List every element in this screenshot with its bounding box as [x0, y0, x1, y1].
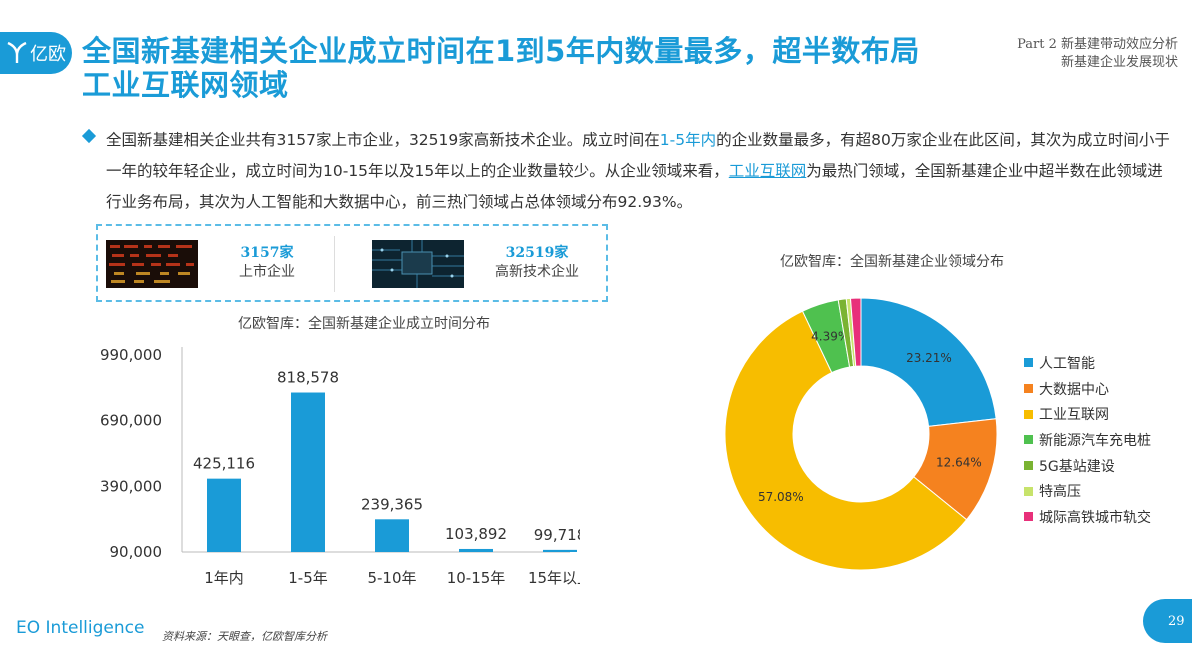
bar — [207, 478, 241, 552]
page-number: 29 — [1143, 599, 1192, 643]
footer-brand: EO Intelligence — [16, 618, 145, 638]
y-tick-label: 390,000 — [100, 477, 162, 495]
bar-value-label: 425,116 — [193, 455, 255, 473]
y-tick-label: 690,000 — [100, 412, 162, 430]
bar-chart: 990,000 690,000 390,000 90,000 425,116 1年内 818… — [100, 346, 580, 587]
donut-slice — [860, 297, 997, 427]
page-title: 全国新基建相关企业成立时间在1到5年内数量最多，超半数布局工业互联网领域 — [82, 34, 920, 102]
legend-label: 人工智能 — [1039, 355, 1095, 372]
stat-hightech: 32519家 高新技术企业 — [482, 244, 592, 282]
logo-mark-icon — [7, 41, 27, 63]
slice-label: 23.21% — [906, 351, 952, 365]
x-tick-label: 1年内 — [204, 569, 244, 587]
y-tick-label: 990,000 — [100, 346, 162, 364]
y-tick-label: 90,000 — [110, 543, 163, 561]
legend-item: 大数据中心 — [1024, 376, 1151, 402]
section-subtitle: 新基建企业发展现状 — [1060, 55, 1178, 70]
stat-divider — [334, 236, 335, 292]
legend-label: 工业互联网 — [1039, 407, 1109, 424]
donut-legend: 人工智能大数据中心工业互联网新能源汽车充电桩 5G基站建设 特高压城际高铁城市轨交 — [1024, 350, 1151, 530]
paragraph-text-1: 全国新基建相关企业共有3157家上市企业，32519家高新技术企业。成立时间在 — [106, 131, 660, 149]
x-tick-label: 5-10年 — [367, 569, 416, 587]
legend-label: 大数据中心 — [1039, 381, 1109, 398]
bar — [543, 549, 577, 552]
slice-label: 4.39% — [811, 330, 849, 344]
bar-chart-title: 亿欧智库：全国新基建企业成立时间分布 — [238, 316, 490, 332]
section-part: Part 2 新基建带动效应分析 — [1017, 37, 1178, 52]
bar — [291, 392, 325, 552]
stat-listed-label: 上市企业 — [239, 264, 295, 280]
donut-slice — [849, 297, 862, 367]
legend-swatch — [1024, 358, 1033, 368]
bar-value-label: 239,365 — [361, 495, 423, 513]
donut-chart-title: 亿欧智库：全国新基建企业领域分布 — [780, 254, 1004, 270]
x-tick-label: 10-15年 — [447, 569, 506, 587]
circuit-board-image — [372, 240, 464, 288]
legend-swatch — [1024, 409, 1033, 419]
logo-text: 亿欧 — [30, 44, 66, 65]
legend-label: 新能源汽车充电桩 — [1039, 432, 1151, 449]
legend-swatch — [1024, 512, 1033, 522]
bar-value-label: 103,892 — [445, 525, 507, 543]
highlight-1-5-years: 1-5年内 — [659, 131, 717, 149]
legend-item: 5G基站建设 — [1024, 453, 1151, 479]
paragraph-text-2: 的企业数量最多，有超80万家企业在此区间，其次为成立时间小于一年的较年轻企业，成… — [106, 131, 1170, 180]
logo: 亿欧 — [0, 32, 72, 74]
bar-value-label: 818,578 — [277, 369, 339, 387]
x-tick-label: 1-5年 — [288, 569, 328, 587]
slice-label: 12.64% — [936, 456, 982, 470]
legend-item: 人工智能 — [1024, 350, 1151, 376]
donut-chart: 23.21% 12.64% 57.08% 4.39% — [724, 297, 998, 571]
legend-swatch — [1024, 486, 1033, 496]
legend-swatch — [1024, 435, 1033, 445]
section-label: Part 2 新基建带动效应分析 新基建企业发展现状 — [1017, 36, 1178, 72]
slice-label: 57.08% — [758, 490, 804, 504]
stat-hightech-label: 高新技术企业 — [495, 264, 579, 280]
legend-swatch — [1024, 461, 1033, 471]
legend-item: 工业互联网 — [1024, 401, 1151, 427]
legend-label: 城际高铁城市轨交 — [1039, 509, 1151, 526]
stock-board-image — [106, 240, 198, 288]
bar — [459, 548, 493, 552]
legend-label: 特高压 — [1039, 484, 1081, 501]
stat-listed-number: 3157家 — [240, 245, 294, 261]
stats-panel: 3157家 上市企业 32519家 高新技术企业 — [96, 224, 608, 302]
legend-item: 新能源汽车充电桩 — [1024, 427, 1151, 453]
stat-listed: 3157家 上市企业 — [222, 244, 312, 282]
paragraph-text-3: 为最热门领域，全国新基建企业中超半数在此领域进行业务布局，其次为人工智能和大数据… — [106, 162, 1163, 211]
legend-item: 城际高铁城市轨交 — [1024, 504, 1151, 530]
donut-slice — [724, 310, 968, 571]
summary-paragraph: 全国新基建相关企业共有3157家上市企业，32519家高新技术企业。成立时间在1… — [106, 125, 1176, 218]
bullet-diamond-icon — [81, 128, 97, 144]
stat-hightech-number: 32519家 — [505, 245, 569, 261]
bar — [375, 519, 409, 552]
bar-value-label: 99,718 — [534, 526, 580, 544]
highlight-industrial-internet: 工业互联网 — [728, 162, 807, 180]
legend-item: 特高压 — [1024, 478, 1151, 504]
legend-swatch — [1024, 384, 1033, 394]
legend-label: 5G基站建设 — [1039, 458, 1115, 475]
footer-source: 资料来源：天眼查，亿欧智库分析 — [162, 630, 327, 643]
x-tick-label: 15年以上 — [528, 569, 580, 587]
